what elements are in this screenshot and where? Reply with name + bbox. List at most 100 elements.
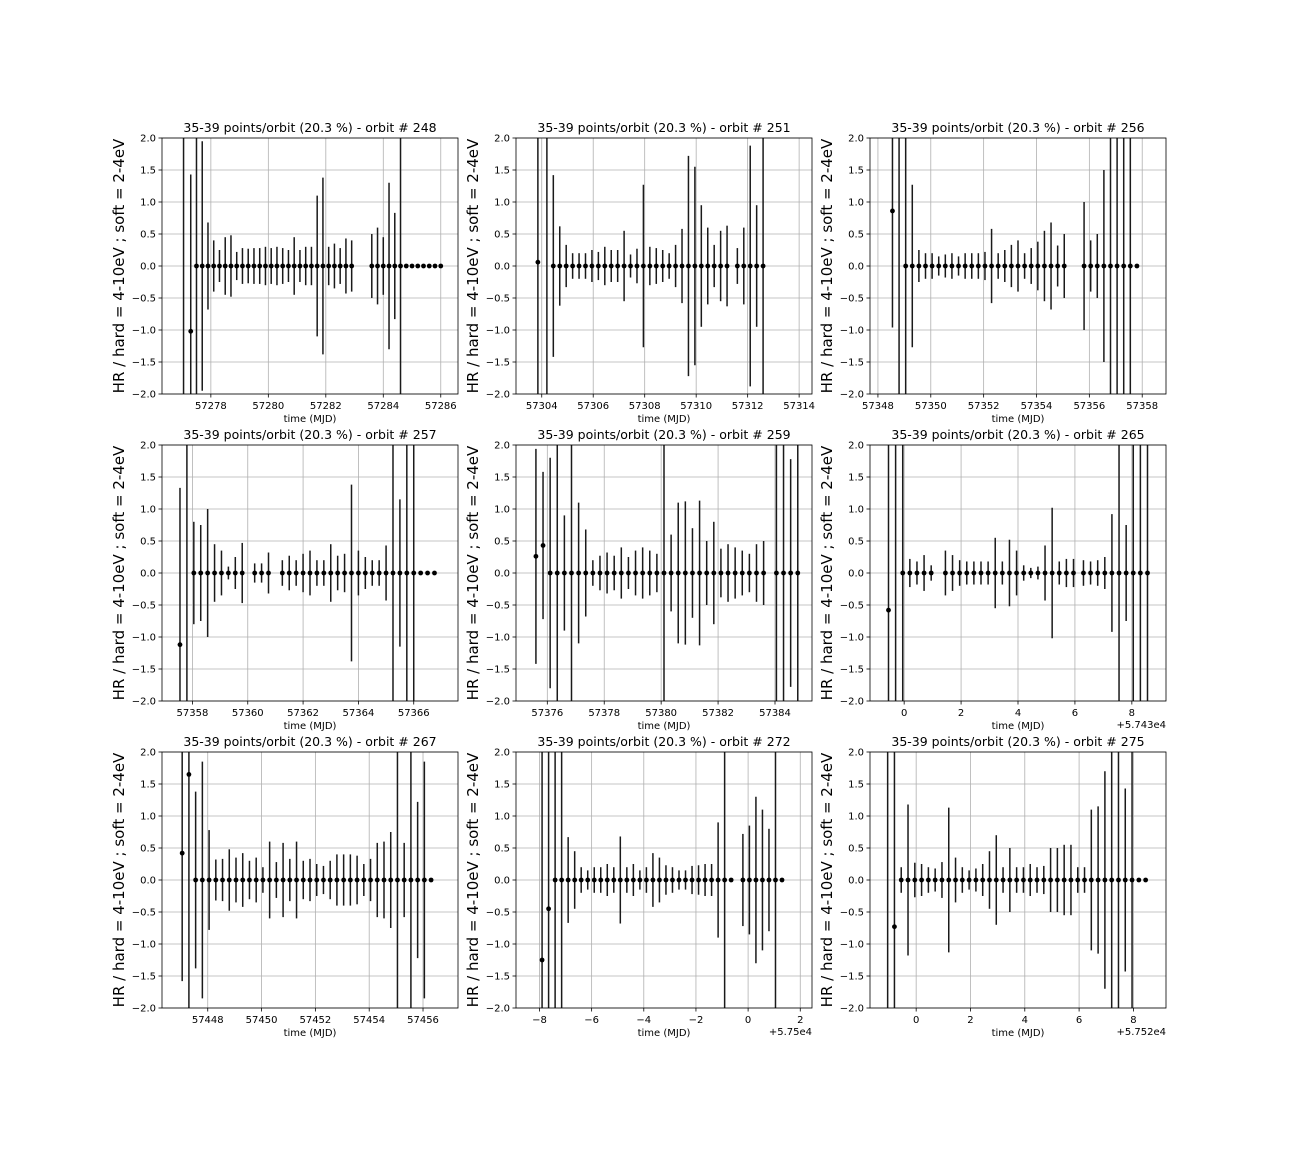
data-point: [589, 263, 595, 269]
data-point: [624, 877, 630, 883]
y-tick-label: −2.0: [840, 1004, 864, 1015]
data-point: [591, 877, 597, 883]
data-point: [395, 877, 400, 883]
data-point: [1063, 570, 1069, 576]
data-point: [297, 263, 303, 269]
data-point: [535, 259, 541, 265]
data-point: [905, 877, 911, 883]
data-point: [995, 263, 1001, 269]
data-point: [618, 570, 624, 576]
data-point: [692, 263, 698, 269]
data-point: [408, 877, 414, 883]
data-series: [177, 445, 437, 701]
x-axis-label: time (MJD): [638, 721, 691, 732]
data-point: [583, 570, 589, 576]
x-tick-label: 57278: [195, 401, 227, 412]
data-point: [999, 570, 1005, 576]
data-point: [347, 877, 353, 883]
data-point: [375, 263, 380, 269]
data-point: [950, 570, 955, 576]
data-point: [987, 877, 992, 883]
x-axis-label: time (MJD): [638, 414, 691, 425]
data-series: [535, 138, 766, 394]
data-point: [1081, 263, 1087, 269]
y-tick-label: 1.0: [494, 505, 510, 516]
y-tick-label: −2.0: [132, 390, 156, 401]
data-point: [376, 570, 382, 576]
data-point: [697, 570, 702, 576]
data-point: [788, 570, 794, 576]
data-point: [1022, 263, 1028, 269]
data-point: [381, 877, 387, 883]
data-point: [978, 570, 984, 576]
data-point: [722, 877, 728, 883]
y-axis-label: HR / hard = 4-10eV ; soft = 2-4eV: [464, 138, 482, 393]
data-point: [1056, 570, 1062, 576]
data-point: [1027, 877, 1033, 883]
data-point: [903, 263, 909, 269]
data-point: [307, 877, 313, 883]
data-point: [421, 877, 427, 883]
data-point: [259, 570, 264, 576]
data-point: [198, 570, 204, 576]
data-point: [268, 263, 274, 269]
data-point: [409, 263, 415, 269]
data-point: [925, 877, 931, 883]
data-point: [188, 328, 194, 334]
data-point: [314, 263, 320, 269]
data-point: [718, 263, 724, 269]
data-point: [220, 877, 225, 883]
subplot-8: −8 −6 −4 −2 0 2 −2.0 −1.5 −1.0 −0.5 0.0 0.5 1.0 1.5 2.…: [464, 734, 813, 1039]
data-point: [390, 570, 396, 576]
data-point: [415, 263, 421, 269]
data-point: [686, 263, 691, 269]
data-point: [425, 570, 430, 576]
y-tick-label: 0.5: [494, 230, 510, 241]
data-point: [766, 877, 772, 883]
y-tick-label: 1.5: [140, 473, 156, 484]
data-point: [280, 263, 286, 269]
data-point: [702, 877, 708, 883]
x-tick-label: 57312: [732, 401, 764, 412]
data-point: [657, 877, 662, 883]
data-point: [583, 263, 588, 269]
data-point: [349, 570, 354, 576]
data-point: [711, 263, 717, 269]
data-point: [992, 570, 998, 576]
data-point: [608, 263, 614, 269]
data-point: [1061, 263, 1067, 269]
data-point: [291, 263, 297, 269]
data-point: [959, 877, 965, 883]
y-tick-label: −2.0: [486, 1004, 510, 1015]
x-axis-label: time (MJD): [992, 414, 1045, 425]
data-point: [576, 263, 582, 269]
data-point: [682, 570, 688, 576]
data-point: [715, 877, 721, 883]
data-point: [383, 570, 389, 576]
data-point: [334, 877, 340, 883]
y-tick-label: −1.0: [132, 940, 156, 951]
data-point: [411, 570, 417, 576]
data-point: [626, 570, 631, 576]
data-point: [966, 877, 972, 883]
data-point: [1145, 570, 1150, 576]
data-point: [698, 263, 704, 269]
data-point: [286, 263, 291, 269]
data-point: [1095, 570, 1101, 576]
data-point: [921, 570, 927, 576]
data-point: [426, 263, 432, 269]
data-point: [300, 570, 306, 576]
data-point: [993, 877, 999, 883]
data-point: [212, 570, 217, 576]
y-tick-label: 1.5: [848, 780, 864, 791]
data-point: [239, 570, 245, 576]
data-point: [1021, 877, 1026, 883]
x-tick-label: 57304: [526, 401, 558, 412]
data-point: [962, 263, 968, 269]
x-tick-label: 57286: [425, 401, 457, 412]
data-point: [1136, 877, 1142, 883]
data-point: [760, 877, 765, 883]
data-point: [604, 570, 610, 576]
data-point: [1041, 877, 1047, 883]
x-tick-label: 57376: [531, 708, 563, 719]
